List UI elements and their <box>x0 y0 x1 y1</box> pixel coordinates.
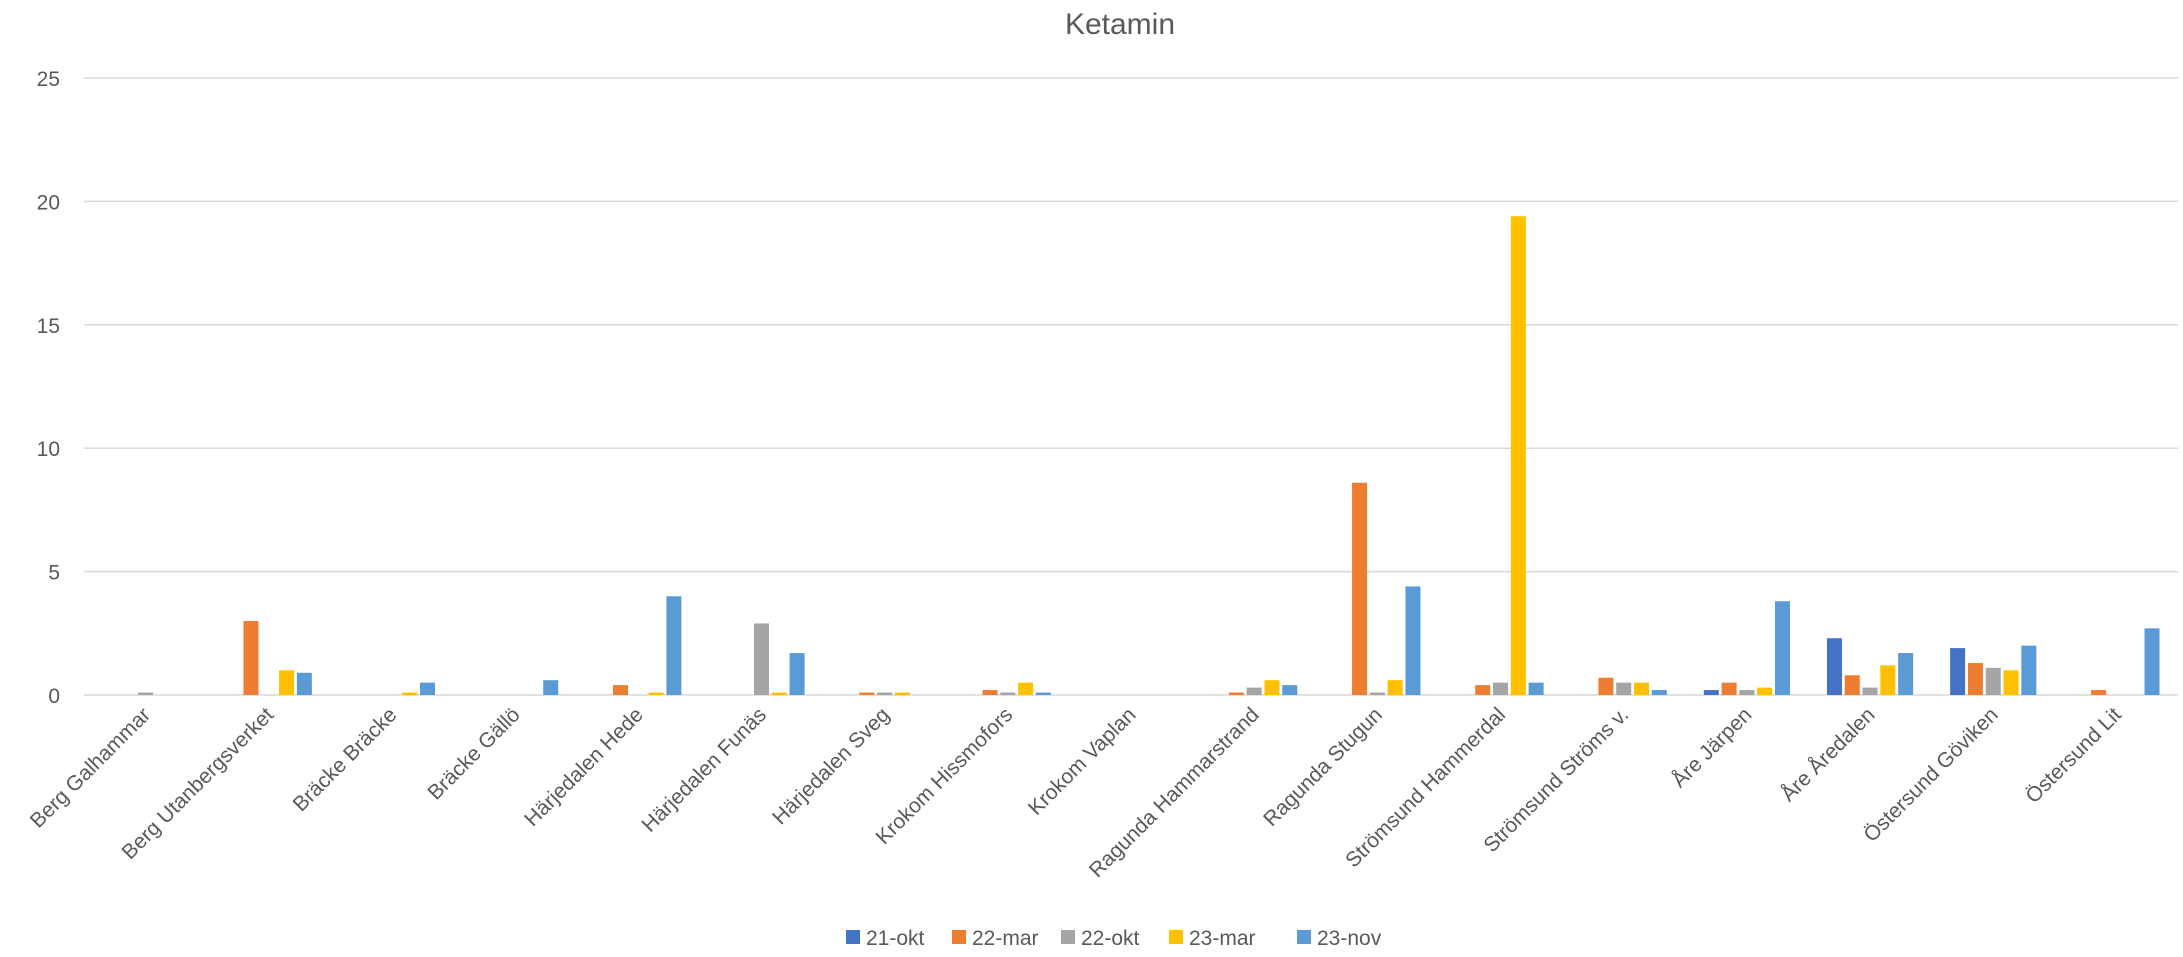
y-tick-label: 20 <box>37 191 60 214</box>
bar-22-okt-10 <box>1369 692 1385 695</box>
y-tick-label: 25 <box>37 68 60 91</box>
x-category-label: Åre Järpen <box>1668 703 1757 792</box>
bar-23-mar-11 <box>1510 216 1526 695</box>
bars <box>138 216 2160 695</box>
bar-22-mar-14 <box>1844 675 1860 695</box>
legend-swatch-21-okt <box>846 930 860 944</box>
bar-22-okt-5 <box>753 623 769 695</box>
x-category-label: Berg Galhammar <box>26 703 155 832</box>
bar-22-mar-11 <box>1475 685 1491 695</box>
bar-23-nov-14 <box>1898 653 1914 695</box>
bar-23-mar-7 <box>1018 682 1034 695</box>
bar-22-okt-13 <box>1739 690 1755 695</box>
bar-21-okt-13 <box>1703 690 1719 695</box>
bar-21-okt-14 <box>1826 638 1842 695</box>
legend-swatch-23-mar <box>1169 930 1183 944</box>
bar-23-nov-5 <box>789 653 805 695</box>
legend-label: 21-okt <box>866 927 925 950</box>
bar-22-okt-0 <box>138 692 154 695</box>
x-category-label: Åre Åredalen <box>1777 703 1880 806</box>
bar-22-okt-11 <box>1493 682 1509 695</box>
bar-23-nov-3 <box>543 680 559 695</box>
legend-swatch-22-mar <box>952 930 966 944</box>
bar-23-mar-2 <box>402 692 418 695</box>
bar-22-okt-14 <box>1862 687 1878 695</box>
bar-23-mar-5 <box>771 692 787 695</box>
bar-23-nov-1 <box>296 672 312 695</box>
x-category-label: Bräcke Bräcke <box>289 703 402 816</box>
bar-23-nov-16 <box>2144 628 2160 695</box>
x-category-label: Härjedalen Sveg <box>768 703 894 829</box>
bar-23-mar-9 <box>1264 680 1280 695</box>
bar-22-mar-15 <box>1967 662 1983 695</box>
bar-23-mar-10 <box>1387 680 1403 695</box>
y-tick-label: 5 <box>48 562 60 585</box>
bar-23-mar-12 <box>1634 682 1650 695</box>
x-category-label: Krokom Vaplan <box>1024 703 1141 820</box>
bar-22-mar-6 <box>859 692 875 695</box>
bar-23-nov-2 <box>420 682 436 695</box>
x-category-label: Bräcke Gällö <box>423 703 524 804</box>
y-tick-label: 0 <box>48 685 60 708</box>
bar-23-mar-15 <box>2003 670 2019 695</box>
bar-23-nov-15 <box>2021 645 2037 695</box>
bar-23-nov-4 <box>666 596 682 695</box>
bar-23-mar-6 <box>894 692 910 695</box>
bar-22-mar-9 <box>1228 692 1244 695</box>
x-category-label: Härjedalen Funäs <box>638 703 771 836</box>
bar-22-mar-13 <box>1721 682 1737 695</box>
bar-23-mar-13 <box>1757 687 1773 695</box>
bar-23-nov-13 <box>1774 601 1790 695</box>
bar-21-okt-15 <box>1950 648 1966 695</box>
chart-title: Ketamin <box>1065 8 1175 41</box>
legend: 21-okt 22-mar 22-okt 23-mar 23-nov <box>846 927 1382 950</box>
bar-23-mar-1 <box>279 670 295 695</box>
bar-22-mar-16 <box>2091 690 2107 695</box>
legend-label: 23-nov <box>1317 927 1382 950</box>
bar-23-mar-14 <box>1880 665 1896 695</box>
bar-22-mar-12 <box>1598 677 1614 695</box>
y-axis-ticks: 0 5 10 15 20 25 <box>37 68 60 708</box>
legend-label: 22-okt <box>1081 927 1140 950</box>
bar-22-okt-6 <box>877 692 893 695</box>
bar-23-nov-7 <box>1035 692 1051 695</box>
x-category-label: Härjedalen Hede <box>520 703 648 831</box>
gridlines <box>84 77 2178 696</box>
bar-22-okt-12 <box>1616 682 1632 695</box>
legend-label: 22-mar <box>972 927 1039 950</box>
x-category-label: Östersund Lit <box>2021 703 2126 808</box>
bar-22-mar-1 <box>243 620 259 695</box>
bar-22-mar-10 <box>1352 482 1368 695</box>
y-tick-label: 10 <box>37 438 60 461</box>
bar-22-okt-15 <box>1985 667 2001 695</box>
bar-23-nov-10 <box>1405 586 1421 695</box>
bar-23-nov-11 <box>1528 682 1544 695</box>
bar-22-mar-7 <box>982 690 998 695</box>
bar-23-nov-9 <box>1282 685 1298 695</box>
x-category-label: Ragunda Stugun <box>1259 703 1387 831</box>
y-tick-label: 15 <box>37 315 60 338</box>
bar-23-mar-4 <box>648 692 664 695</box>
bar-23-nov-12 <box>1651 690 1667 695</box>
legend-label: 23-mar <box>1189 927 1256 950</box>
bar-22-mar-4 <box>612 685 628 695</box>
bar-22-okt-9 <box>1246 687 1262 695</box>
bar-22-okt-7 <box>1000 692 1016 695</box>
legend-swatch-22-okt <box>1061 930 1075 944</box>
x-category-label: Krokom Hissmofors <box>872 703 1018 849</box>
x-category-label: Östersund Göviken <box>1859 703 2002 846</box>
legend-swatch-23-nov <box>1297 930 1311 944</box>
